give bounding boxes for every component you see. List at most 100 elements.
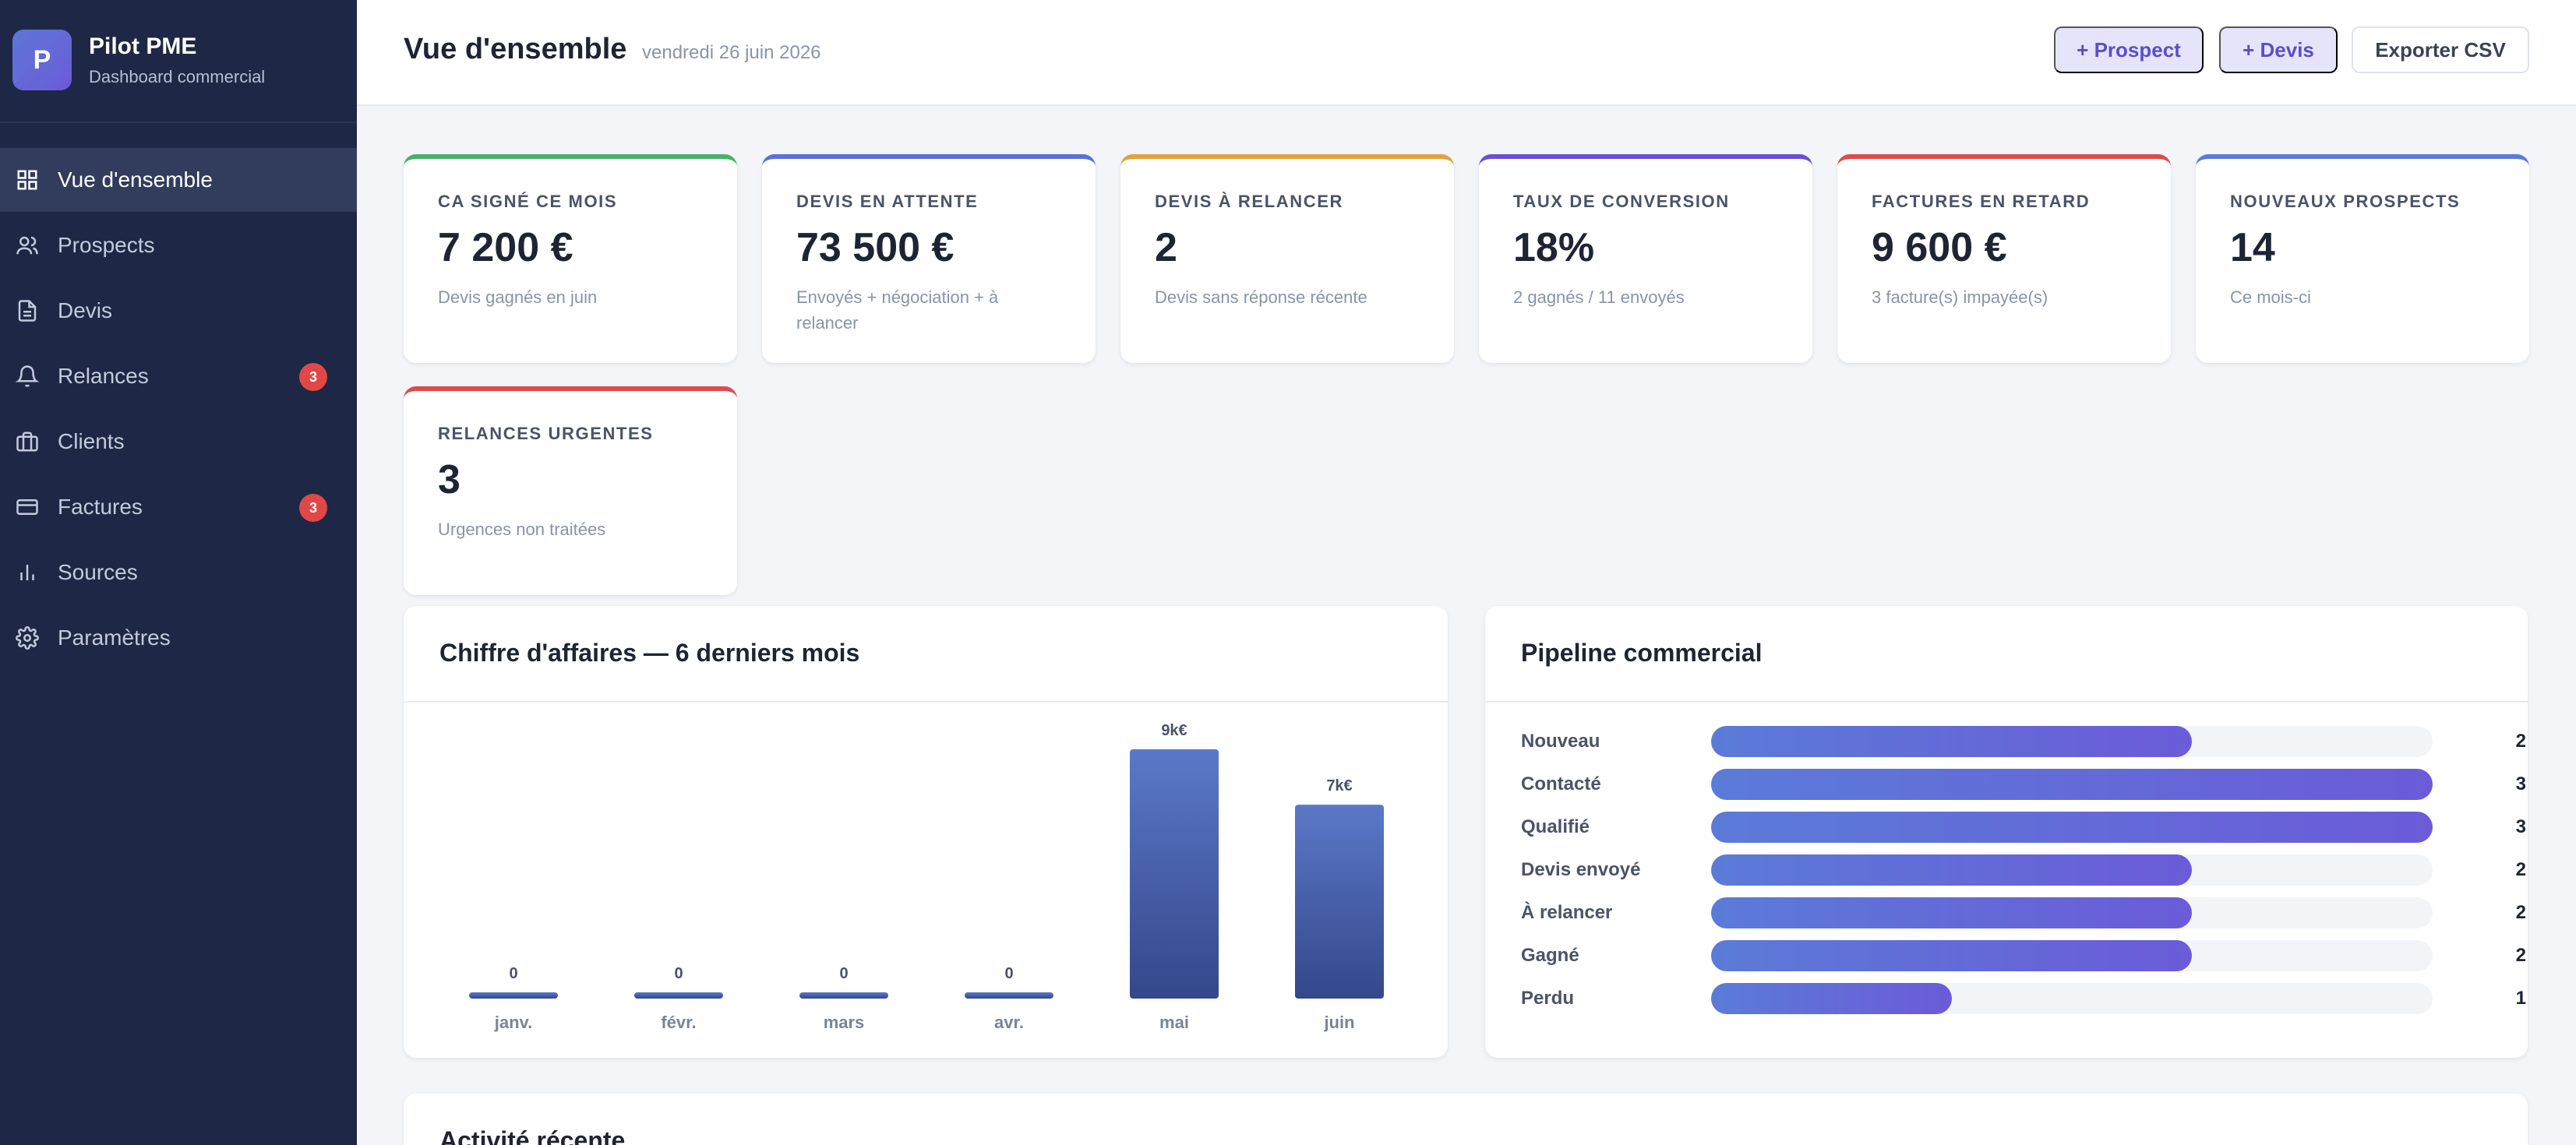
export-csv-button[interactable]: Exporter CSV: [2352, 26, 2529, 73]
revenue-month-label: avr.: [994, 1013, 1024, 1032]
factures-badge: 3: [299, 494, 327, 522]
revenue-bar-0[interactable]: [469, 992, 558, 999]
pipeline-stage-label: À relancer: [1521, 902, 1613, 923]
kpi-card-devis-relancer[interactable]: Devis à relancer 2 Devis sans réponse ré…: [1120, 154, 1454, 363]
revenue-bar-value-label: 9k€: [1161, 722, 1187, 739]
brand-logo: P: [12, 30, 72, 90]
pipeline-stage-count: 3: [2515, 773, 2526, 794]
kpi-card-taux-conversion[interactable]: Taux de conversion 18% 2 gagnés / 11 env…: [1479, 154, 1812, 363]
kpi-value: 7 200 €: [438, 225, 573, 270]
pipeline-stage-count: 2: [2515, 859, 2526, 880]
pipeline-stage-count: 2: [2515, 731, 2526, 752]
kpi-label: Relances urgentes: [438, 424, 654, 443]
pipeline-title: Pipeline commercial: [1521, 639, 1763, 667]
sidebar-item-label: Sources: [58, 560, 138, 584]
activity-title: Activité récente: [439, 1126, 626, 1145]
pipeline-track: [1711, 897, 2433, 928]
sidebar-item-label: Clients: [58, 429, 125, 453]
kpi-label: Devis à relancer: [1155, 192, 1343, 211]
relances-badge: 3: [299, 363, 327, 391]
pipeline-track: [1711, 854, 2433, 886]
sidebar-item-parametres[interactable]: Paramètres: [0, 606, 357, 670]
kpi-value: 14: [2230, 225, 2275, 270]
kpi-value: 18%: [1513, 225, 1595, 270]
brand-subtitle: Dashboard commercial: [89, 67, 266, 86]
revenue-chart-panel: Chiffre d'affaires — 6 derniers mois 0 ja…: [404, 606, 1448, 1058]
pipeline-bar-fill: [1711, 940, 2192, 971]
sidebar-item-label: Vue d'ensemble: [58, 167, 213, 192]
kpi-card-devis-attente[interactable]: Devis en attente 73 500 € Envoyés + négo…: [762, 154, 1096, 363]
sidebar-item-label: Relances: [58, 364, 149, 388]
kpi-subtitle: 3 facture(s) impayée(s): [1872, 287, 2048, 308]
kpi-value: 73 500 €: [796, 225, 955, 270]
pipeline-track: [1711, 726, 2433, 757]
sidebar-item-sources[interactable]: Sources: [0, 541, 357, 604]
kpi-label: CA signé ce mois: [438, 192, 618, 211]
sidebar-divider: [0, 122, 357, 123]
grid-icon: [16, 168, 39, 192]
pipeline-stage-count: 3: [2515, 816, 2526, 837]
kpi-card-relances-urgentes[interactable]: Relances urgentes 3 Urgences non traitée…: [404, 386, 737, 595]
revenue-bar-4[interactable]: [1130, 749, 1219, 999]
pipeline-row[interactable]: Perdu 1: [1521, 983, 2526, 1014]
sidebar-item-overview[interactable]: Vue d'ensemble: [0, 148, 357, 212]
sidebar-item-relances[interactable]: Relances 3: [0, 344, 357, 408]
pipeline-stage-count: 2: [2515, 945, 2526, 966]
pipeline-stage-label: Devis envoyé: [1521, 859, 1641, 880]
sidebar-item-prospects[interactable]: Prospects: [0, 213, 357, 277]
credit-card-icon: [16, 495, 39, 519]
sidebar-item-factures[interactable]: Factures 3: [0, 475, 357, 539]
brand-name: Pilot PME: [89, 33, 197, 59]
kpi-subtitle: Devis gagnés en juin: [438, 287, 598, 308]
kpi-subtitle: Ce mois-ci: [2230, 287, 2311, 308]
revenue-month-label: janv.: [494, 1013, 533, 1032]
kpi-value: 2: [1155, 225, 1177, 270]
revenue-bar-5[interactable]: [1295, 805, 1384, 999]
revenue-month-label: févr.: [661, 1013, 696, 1032]
page-date: vendredi 26 juin 2026: [642, 42, 821, 63]
pipeline-bar-fill: [1711, 769, 2433, 800]
panel-divider: [404, 701, 1448, 703]
pipeline-stage-label: Contacté: [1521, 773, 1601, 794]
brand[interactable]: P Pilot PME Dashboard commercial: [12, 30, 265, 90]
pipeline-row[interactable]: Qualifié 3: [1521, 812, 2526, 843]
revenue-bar-2[interactable]: [799, 992, 888, 999]
pipeline-stage-label: Nouveau: [1521, 731, 1600, 752]
revenue-month-label: mars: [824, 1013, 865, 1032]
pipeline-row[interactable]: Nouveau 2: [1521, 726, 2526, 757]
revenue-bar-value-label: 0: [674, 965, 683, 982]
kpi-label: Taux de conversion: [1513, 192, 1730, 211]
pipeline-stage-label: Qualifié: [1521, 816, 1590, 837]
sidebar: P Pilot PME Dashboard commercial Vue d'e…: [0, 0, 357, 1145]
sidebar-item-devis[interactable]: Devis: [0, 279, 357, 343]
kpi-subtitle: 2 gagnés / 11 envoyés: [1513, 287, 1685, 308]
pipeline-stage-label: Perdu: [1521, 988, 1575, 1009]
revenue-bar-chart: 0 janv. 0 févr. 0 mars 0 avr. 9k€ mai 7k€ juin: [469, 722, 1384, 1032]
revenue-bar-3[interactable]: [965, 992, 1053, 999]
sidebar-item-clients[interactable]: Clients: [0, 410, 357, 474]
kpi-value: 9 600 €: [1872, 225, 2007, 270]
pipeline-stage-count: 2: [2515, 902, 2526, 923]
kpi-card-nouveaux-prospects[interactable]: Nouveaux prospects 14 Ce mois-ci: [2196, 154, 2529, 363]
pipeline-track: [1711, 983, 2433, 1014]
pipeline-stage-label: Gagné: [1521, 945, 1579, 966]
pipeline-row[interactable]: Devis envoyé 2: [1521, 854, 2526, 886]
kpi-label: Devis en attente: [796, 192, 979, 211]
revenue-month-label: mai: [1159, 1013, 1189, 1032]
kpi-subtitle: Devis sans réponse récente: [1155, 287, 1367, 308]
panel-divider: [1485, 701, 2528, 703]
pipeline-row[interactable]: À relancer 2: [1521, 897, 2526, 928]
add-prospect-button[interactable]: + Prospect: [2054, 26, 2204, 73]
pipeline-row[interactable]: Gagné 2: [1521, 940, 2526, 971]
pipeline-panel: Pipeline commercial Nouveau 2 Contacté 3 Qua…: [1485, 606, 2528, 1058]
kpi-label: Factures en retard: [1872, 192, 2091, 211]
revenue-chart-title: Chiffre d'affaires — 6 derniers mois: [439, 639, 860, 667]
document-icon: [16, 299, 39, 322]
revenue-bar-1[interactable]: [634, 992, 723, 999]
kpi-card-ca-signe[interactable]: CA signé ce mois 7 200 € Devis gagnés en…: [404, 154, 737, 363]
add-devis-button[interactable]: + Devis: [2219, 26, 2338, 73]
pipeline-track: [1711, 769, 2433, 800]
kpi-card-factures-retard[interactable]: Factures en retard 9 600 € 3 facture(s) …: [1837, 154, 2171, 363]
revenue-bar-value-label: 7k€: [1326, 777, 1352, 794]
pipeline-row[interactable]: Contacté 3: [1521, 769, 2526, 800]
